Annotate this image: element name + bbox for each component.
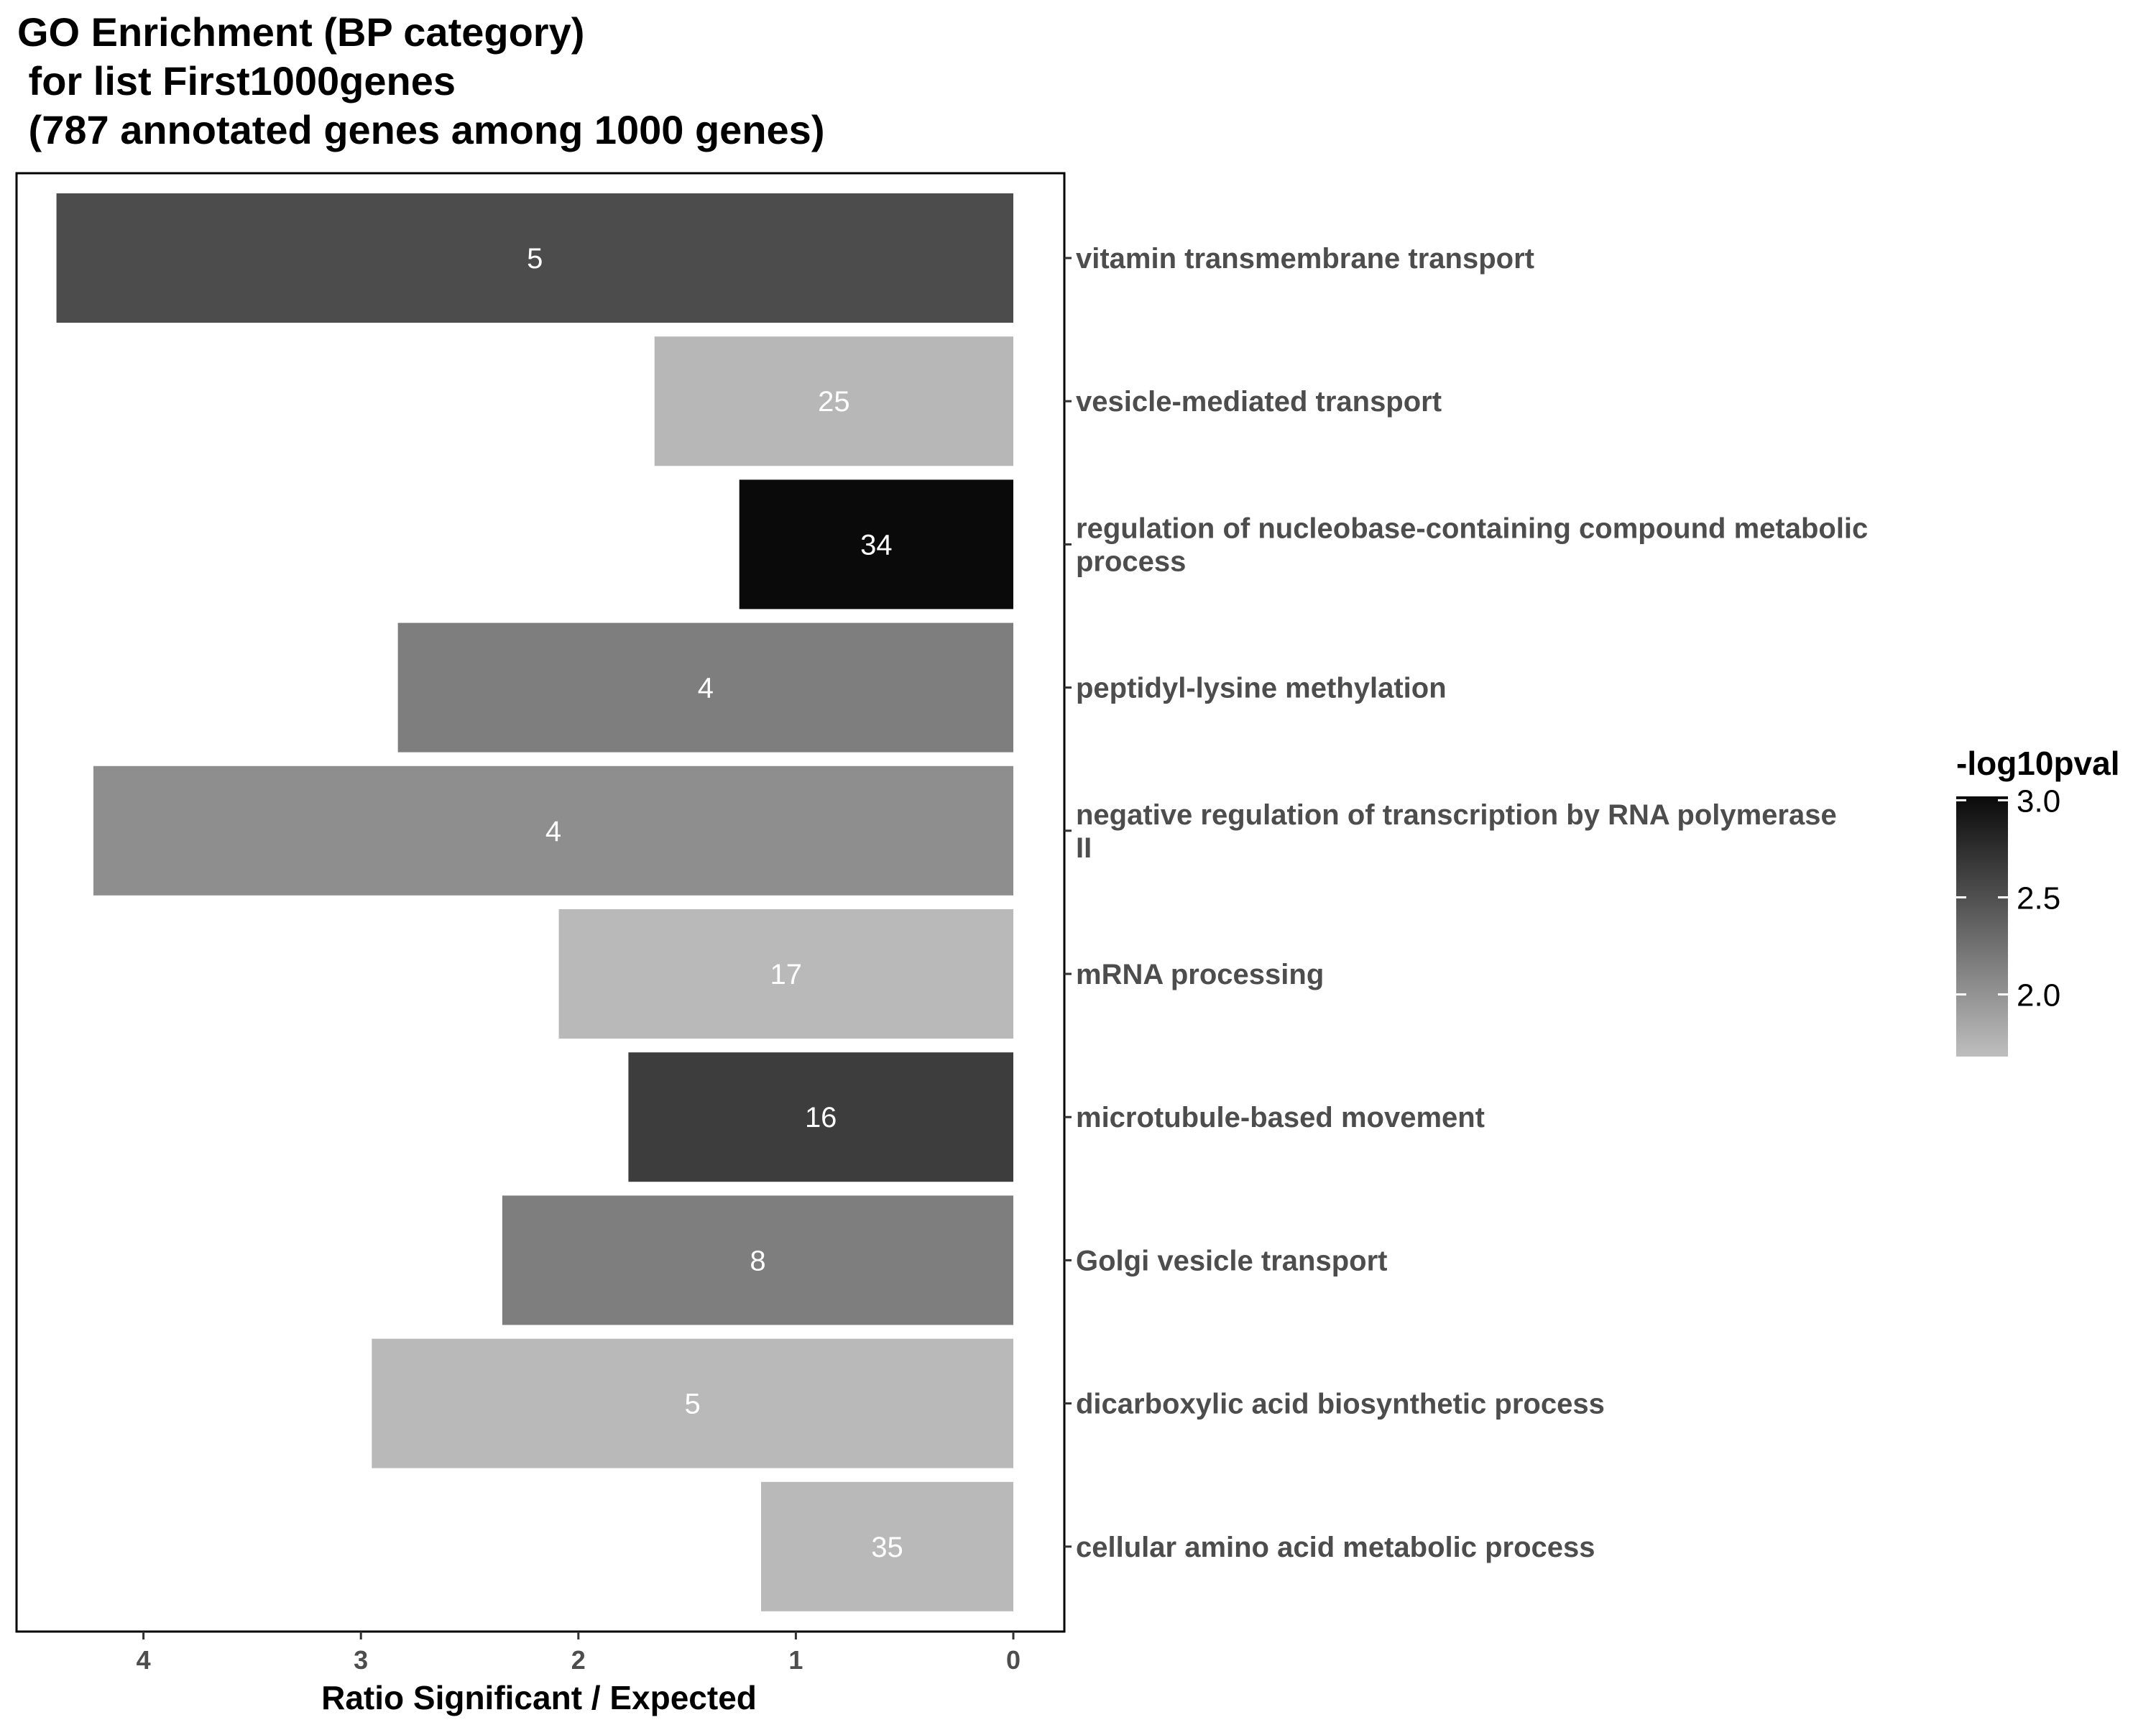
category-label-6: mRNA processing [1076,959,1324,990]
category-label-2: vesicle-mediated transport [1076,386,1442,418]
legend-ticks: 3.0 2.5 2.0 [1956,783,2060,1013]
bar-7 [628,1052,1013,1182]
bar-count-label-4: 4 [698,673,714,704]
category-label-9: dicarboxylic acid biosynthetic process [1076,1389,1605,1420]
bar-count-label-1: 5 [527,243,543,275]
title-line-3: (787 annotated genes among 1000 genes) [17,107,824,152]
x-axis-title: Ratio Significant / Expected [321,1679,757,1716]
x-tick-label-0: 0 [1006,1645,1021,1675]
legend-tick-label-1: 3.0 [2017,783,2060,819]
bar-4 [397,622,1013,753]
bar-count-label-7: 16 [805,1102,837,1133]
bar-count-labels: 5 25 34 4 4 17 16 8 5 35 [527,243,903,1563]
category-label-3-line-2: process [1076,546,1186,577]
category-ticks [1064,257,1072,1548]
bar-count-label-3: 34 [860,529,893,561]
color-legend: -log10pval 3.0 2.5 2.0 [1956,745,2120,1057]
bar-9 [372,1338,1013,1468]
bar-5 [93,765,1014,896]
legend-tick-label-3: 2.0 [2017,978,2060,1013]
bar-10 [760,1481,1013,1611]
category-label-5-line-2: II [1076,832,1092,864]
bar-count-label-10: 35 [871,1532,903,1563]
bar-8 [502,1195,1013,1325]
category-label-3-line-1: regulation of nucleobase-containing comp… [1076,512,1868,544]
category-label-1: vitamin transmembrane transport [1076,243,1534,275]
bar-count-label-8: 8 [750,1245,765,1276]
bar-1 [56,193,1013,323]
bars [56,193,1014,1611]
x-axis-ticks: 0 1 2 3 4 [137,1632,1021,1675]
category-label-10: cellular amino acid metabolic process [1076,1532,1595,1563]
category-label-7: microtubule-based movement [1076,1102,1485,1133]
bar-count-label-9: 5 [685,1389,701,1420]
legend-tick-label-2: 2.5 [2017,880,2060,916]
bar-count-label-2: 25 [818,386,850,418]
bar-2 [654,336,1013,466]
title-line-1: GO Enrichment (BP category) [17,9,584,55]
x-tick-label-1: 1 [788,1645,803,1675]
plot-panel-border [15,172,1066,1633]
category-label-5-line-1: negative regulation of transcription by … [1076,799,1837,831]
bar-3 [739,479,1013,610]
category-label-8: Golgi vesicle transport [1076,1245,1387,1276]
x-tick-label-4: 4 [137,1645,151,1675]
legend-colorbar [1956,796,2008,1057]
x-tick-label-3: 3 [354,1645,368,1675]
bar-count-label-6: 17 [770,959,803,990]
chart-title: GO Enrichment (BP category) for list Fir… [17,9,824,152]
bar-count-label-5: 4 [545,816,561,847]
x-tick-label-2: 2 [571,1645,586,1675]
category-labels: vitamin transmembrane transport vesicle-m… [1076,243,1868,1563]
bar-6 [558,909,1013,1039]
category-label-4: peptidyl-lysine methylation [1076,673,1447,704]
title-line-2: for list First1000genes [17,58,456,104]
legend-title: -log10pval [1956,745,2120,782]
